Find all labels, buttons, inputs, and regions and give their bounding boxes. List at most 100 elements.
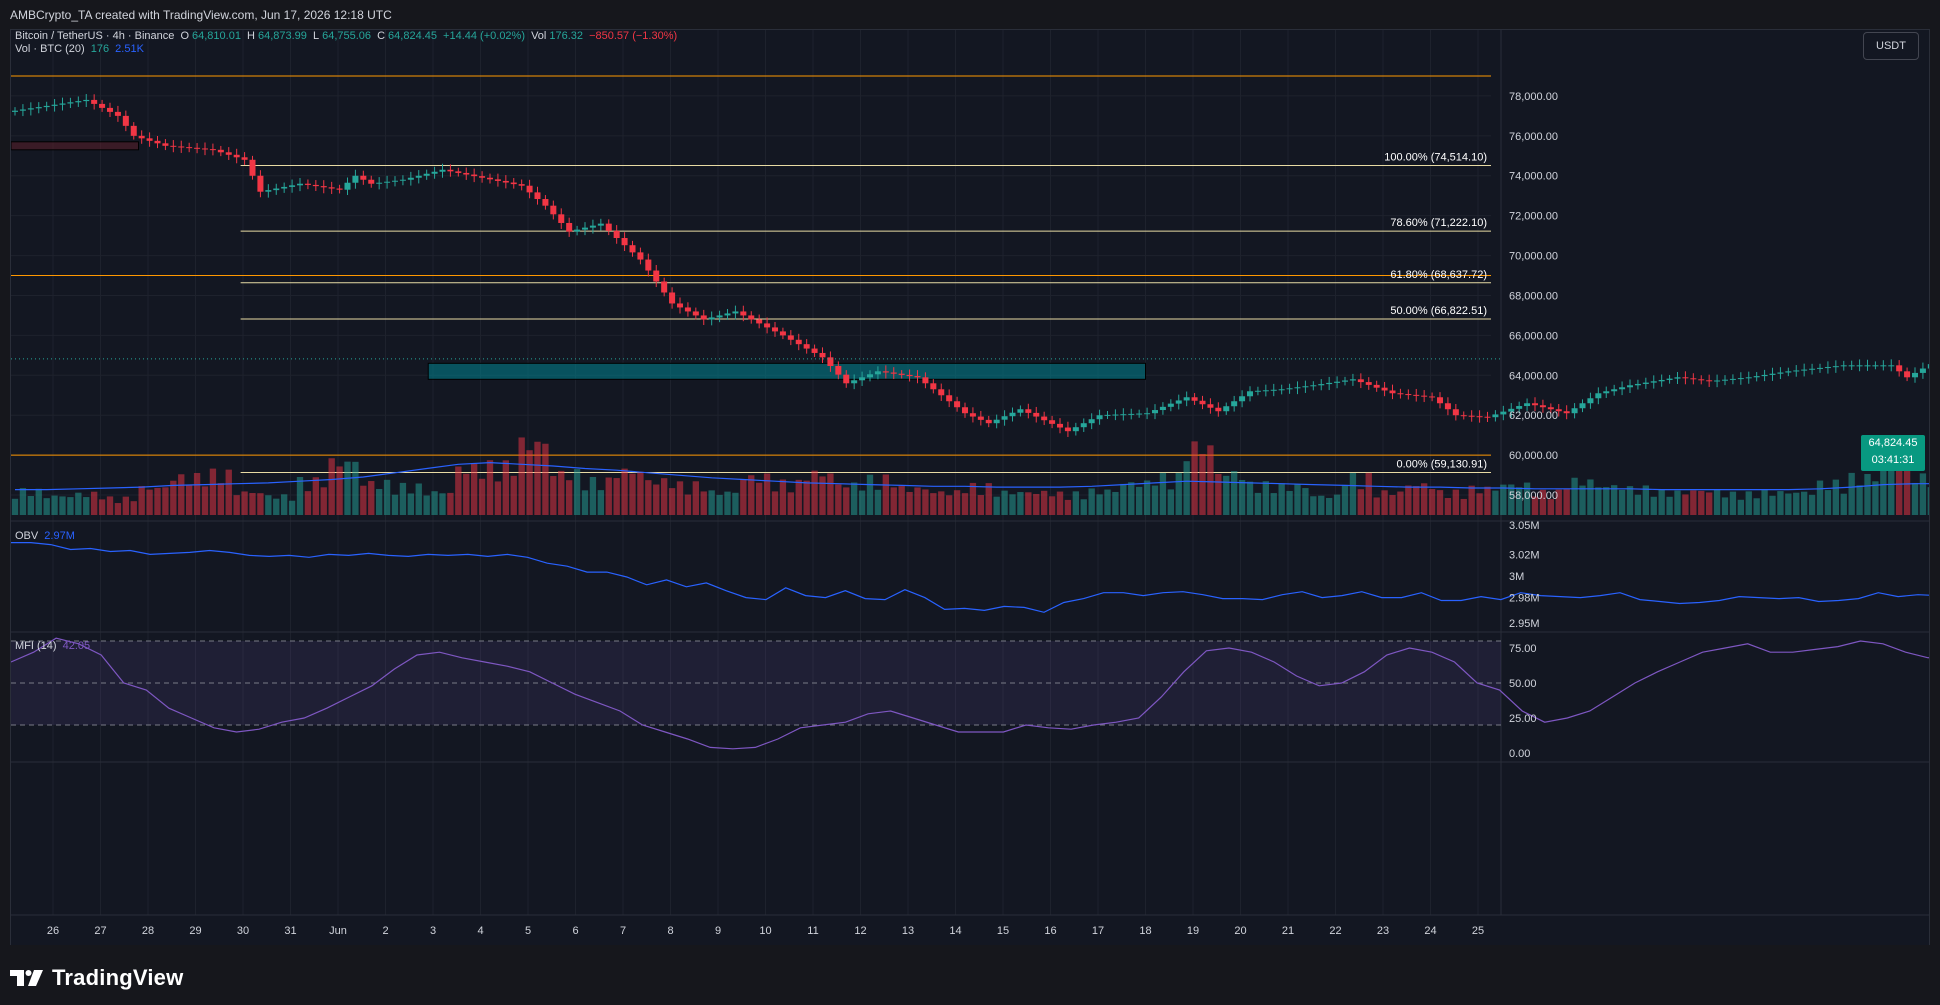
candle-body — [1777, 372, 1784, 374]
candle-body — [391, 180, 399, 182]
symbol-name[interactable]: Bitcoin / TetherUS · 4h · Binance — [15, 30, 175, 42]
currency-unit-button[interactable]: USDT — [1863, 32, 1919, 60]
volume-ma-value: 2.51K — [115, 43, 144, 55]
candle-body — [1215, 407, 1222, 412]
volume-bar — [1698, 490, 1705, 515]
candle-body — [209, 149, 216, 151]
candle-body — [1888, 365, 1895, 367]
candle-body — [669, 292, 676, 304]
candle-body — [922, 377, 929, 384]
volume-bar — [502, 460, 509, 515]
volume-bar — [1729, 491, 1737, 515]
candle-body — [178, 146, 185, 148]
volume-bar — [692, 481, 699, 515]
tradingview-logo[interactable]: TradingView — [10, 965, 183, 991]
candle-body — [534, 192, 541, 200]
fib-level-label: 78.60% (71,222.10) — [1390, 217, 1487, 229]
volume-bar — [1864, 474, 1871, 515]
price-chart[interactable]: 100.00% (74,514.10) 78.60% (71,222.10) 61.… — [11, 30, 1929, 945]
candle-body — [938, 389, 945, 396]
volume-bar — [11, 498, 19, 515]
candle-body — [1436, 397, 1444, 404]
candle-body — [106, 107, 114, 112]
candle-body — [1508, 408, 1515, 412]
time-axis-label: 19 — [1187, 925, 1199, 937]
candle-body — [946, 395, 953, 402]
candle-body — [1911, 372, 1919, 378]
fib-level-label: 100.00% (74,514.10) — [1384, 151, 1487, 163]
candle-body — [1349, 379, 1356, 381]
volume-bar — [985, 483, 992, 515]
volume-bar — [296, 477, 304, 515]
time-axis-label: 10 — [759, 925, 771, 937]
candle-body — [138, 135, 145, 139]
candle-body — [304, 183, 311, 185]
volume-study-name[interactable]: Vol · BTC (20) — [15, 43, 85, 55]
candle-body — [684, 307, 691, 312]
volume-bar — [1785, 493, 1792, 515]
volume-bar — [201, 486, 209, 515]
candle-body — [344, 182, 351, 190]
volume-bar — [700, 491, 707, 515]
volume-bar — [1618, 489, 1626, 515]
candle-body — [1278, 389, 1285, 391]
volume-bar — [1064, 499, 1072, 515]
volume-bar — [1492, 490, 1499, 515]
candle-body — [645, 259, 652, 271]
obv-study-name[interactable]: OBV — [15, 530, 39, 542]
candle-body — [566, 222, 573, 232]
volume-bar — [98, 499, 106, 515]
candle-body — [162, 143, 169, 146]
candle-body — [1832, 366, 1839, 368]
candle-body — [1658, 379, 1665, 382]
volume-bar — [27, 496, 34, 515]
candle-body — [1603, 391, 1610, 394]
volume-bar — [1611, 485, 1618, 515]
volume-bar — [1737, 499, 1744, 515]
volume-bar — [328, 458, 335, 515]
candle-body — [629, 245, 636, 253]
candle-body — [589, 225, 596, 228]
volume-bar — [1571, 477, 1578, 515]
volume-bar — [1547, 499, 1554, 515]
candle-body — [407, 177, 414, 180]
candle-body — [1373, 384, 1380, 388]
candle-body — [581, 227, 589, 230]
candle-body — [1381, 387, 1388, 391]
price-axis-label: 78,000.00 — [1509, 91, 1558, 103]
volume-bar — [1199, 453, 1206, 515]
volume-bar — [494, 481, 502, 515]
volume-bar — [811, 470, 818, 515]
candle-body — [1405, 394, 1412, 396]
volume-bar — [961, 493, 969, 515]
volume-bar — [1096, 494, 1103, 515]
volume-bar — [1373, 497, 1380, 515]
volume-bar — [858, 490, 866, 515]
candle-body — [803, 344, 810, 349]
candle-body — [19, 109, 26, 111]
candle-body — [764, 323, 771, 328]
volume-bar — [827, 473, 834, 515]
candle-body — [1096, 415, 1103, 420]
volume-bar — [1413, 486, 1420, 515]
volume-bar — [1690, 490, 1697, 515]
volume-bar — [138, 486, 145, 515]
volume-bar — [1238, 479, 1246, 515]
candle-body — [217, 149, 224, 153]
volume-label: Vol — [531, 30, 547, 42]
candle-body — [1136, 413, 1143, 415]
candle-body — [1896, 365, 1903, 372]
candle-body — [130, 125, 137, 136]
candle-body — [1128, 413, 1135, 415]
candle-body — [27, 108, 34, 110]
price-axis-label: 62,000.00 — [1509, 410, 1558, 422]
candle-body — [1088, 419, 1095, 424]
volume-bar — [1539, 489, 1547, 515]
volume-bar — [1381, 490, 1388, 515]
volume-bar — [1405, 485, 1412, 515]
candle-body — [1840, 365, 1847, 367]
candle-body — [661, 281, 668, 293]
chart-panel[interactable]: 100.00% (74,514.10) 78.60% (71,222.10) 61.… — [10, 29, 1930, 946]
candle-body — [1025, 409, 1032, 413]
mfi-study-name[interactable]: MFI (14) — [15, 640, 57, 652]
